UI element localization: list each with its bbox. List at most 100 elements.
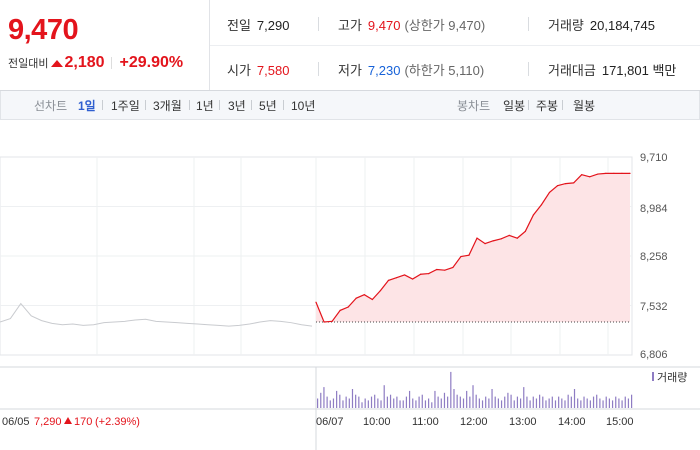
divider (528, 62, 529, 76)
tab-10year[interactable]: 10년 (291, 99, 316, 113)
amount-cell: 거래대금 171,801 백만 (548, 60, 676, 79)
volume-bar (440, 398, 442, 408)
volume-bar (348, 398, 350, 408)
volume-bar (364, 398, 366, 408)
volume-bar (339, 394, 341, 408)
volume-bar (519, 398, 522, 408)
change-rate: +29.90% (119, 54, 184, 71)
open-value: 7,580 (256, 63, 290, 78)
volume-bar (488, 398, 490, 408)
tab-1year[interactable]: 1년 (196, 99, 214, 113)
tab-monthly-candle[interactable]: 월봉 (573, 99, 596, 113)
volume-bar (345, 396, 347, 408)
x-tick-label: 12:00 (460, 416, 488, 428)
volume-bar (383, 385, 385, 408)
price-point (315, 301, 317, 303)
divider (102, 100, 103, 110)
volume-bar (611, 400, 614, 408)
price-point (500, 238, 502, 240)
tab-3year[interactable]: 3년 (228, 99, 246, 113)
volume-bar (605, 396, 607, 408)
volume-bar (513, 400, 515, 408)
amount-label: 거래대금 (548, 63, 596, 78)
tab-5year[interactable]: 5년 (259, 99, 277, 113)
volume-bar (393, 398, 395, 408)
price-point (371, 298, 373, 301)
volume-bar (332, 398, 335, 408)
stats-table: 전일 7,290 고가 9,470 (상한가 9,470) 거래량 20,184,745… (210, 0, 700, 90)
price-point (516, 237, 518, 239)
y-tick-label: 8,984 (640, 203, 668, 215)
divider (219, 100, 220, 110)
high-value: 9,470 (367, 18, 401, 33)
volume-bar (380, 400, 382, 408)
price-point (355, 297, 357, 299)
prev-day-rate: (+2.39%) (95, 416, 140, 428)
prev-close-cell: 전일 7,290 (227, 15, 289, 34)
price-point (468, 254, 470, 256)
price-point (581, 174, 583, 176)
volume-bar (408, 390, 411, 408)
volume-bar (602, 400, 604, 408)
volume-bar (583, 396, 585, 408)
volume-bar (361, 402, 363, 408)
prev-day-date: 06/05 (2, 416, 30, 428)
volume-bar (608, 398, 610, 408)
price-point (573, 182, 575, 184)
volume-bar (418, 396, 420, 408)
volume-bar (412, 398, 414, 408)
volume-bar (529, 400, 531, 408)
price-point (444, 269, 446, 271)
price-point (589, 176, 591, 178)
volume-bar (564, 400, 566, 408)
tab-daily-candle[interactable]: 일봉 (503, 99, 526, 113)
volume-bar (478, 398, 480, 408)
volume-bar (589, 400, 591, 408)
line-chart-label: 선차트 (34, 99, 68, 113)
price-point (395, 277, 398, 279)
volume-bar (326, 396, 328, 408)
volume-bar (580, 400, 582, 408)
volume-bar (421, 394, 423, 408)
tab-3month[interactable]: 3개월 (153, 99, 182, 113)
volume-bar (434, 390, 436, 408)
low-cell: 저가 7,230 (하한가 5,110) (338, 60, 484, 79)
volume-bar (548, 398, 550, 408)
high-cell: 고가 9,470 (상한가 9,470) (338, 15, 485, 34)
divider (110, 57, 112, 69)
change-label: 전일대비 (8, 58, 49, 70)
volume-bar (317, 398, 319, 408)
volume-bar (367, 400, 369, 408)
volume-bar (475, 394, 477, 408)
tab-1week[interactable]: 1주일 (111, 99, 140, 113)
x-tick-label: 10:00 (363, 416, 391, 428)
divider (145, 100, 146, 110)
x-day-label: 06/07 (316, 416, 344, 428)
price-point (613, 172, 615, 174)
volume-value: 20,184,745 (589, 18, 655, 33)
volume-bar (570, 396, 572, 408)
upper-limit-note: (상한가 9,470) (404, 18, 486, 33)
tab-1day[interactable]: 1일 (78, 99, 96, 113)
x-tick-label: 14:00 (558, 416, 586, 428)
price-point (540, 204, 543, 206)
divider (318, 62, 319, 76)
price-point (452, 266, 454, 269)
price-point (323, 321, 325, 323)
volume-bar (320, 392, 322, 408)
volume-bar (377, 398, 379, 408)
low-label: 저가 (338, 63, 362, 78)
volume-bar (577, 398, 579, 408)
prev-day-change: 170 (74, 416, 92, 428)
volume-bar (415, 400, 417, 408)
lower-limit-note: (하한가 5,110) (404, 63, 485, 78)
price-point (331, 320, 333, 322)
x-tick-label: 11:00 (412, 416, 439, 428)
tab-weekly-candle[interactable]: 주봉 (536, 99, 559, 113)
price-point (420, 273, 422, 275)
up-arrow-icon (64, 417, 72, 424)
volume-bar (355, 394, 357, 408)
prev-close-value: 7,290 (256, 18, 290, 33)
volume-bar (554, 400, 557, 408)
volume-bar (497, 398, 499, 408)
